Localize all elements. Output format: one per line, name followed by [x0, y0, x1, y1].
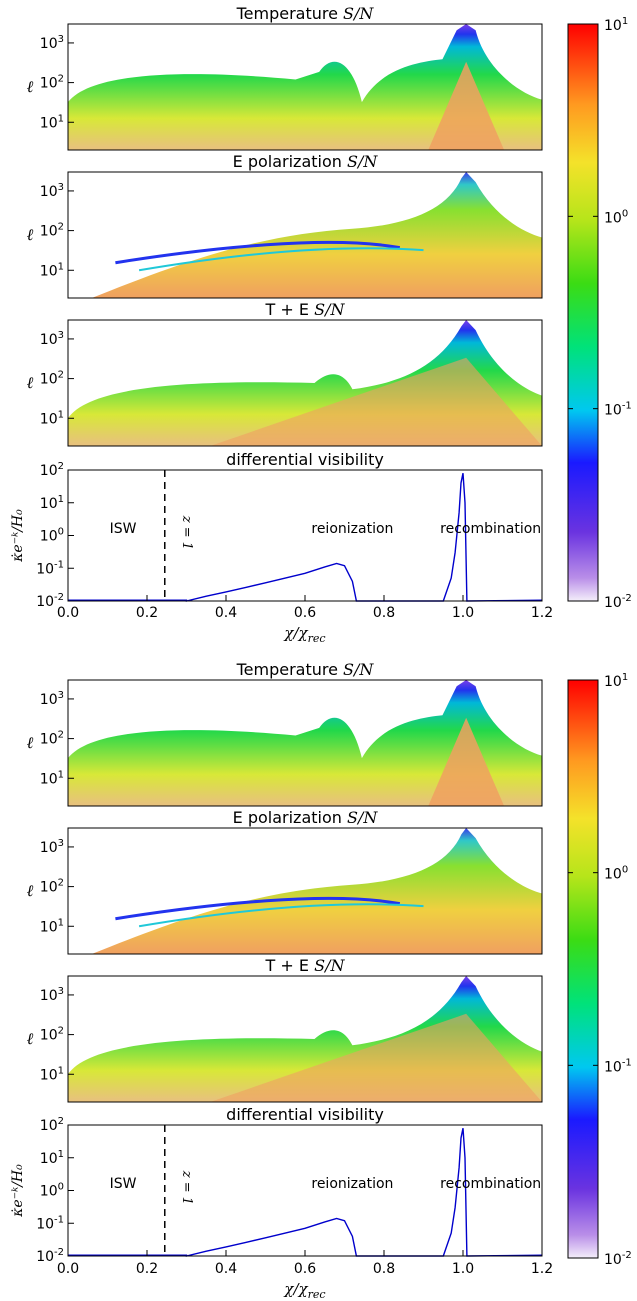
panel-frame [67, 1124, 543, 1257]
ytick-label: 101 [40, 494, 64, 512]
colorbar-tick-label: 100 [604, 865, 628, 883]
xtick-label: 1.2 [531, 1261, 553, 1277]
ytick-label: 101 [40, 1149, 64, 1167]
ytick-label: 10-2 [36, 592, 64, 610]
heatmap-panel-2: E polarization S/N 101 102 103 ℓ [27, 808, 543, 955]
ytick-label: 103 [40, 34, 64, 52]
ylabel: ℓ [27, 881, 34, 900]
colorbar-tick-label: 10-1 [604, 401, 632, 419]
annotation-recombination: recombination [440, 1176, 541, 1192]
panel-title: differential visibility [226, 1105, 384, 1124]
colorbar-tick-label: 10-1 [604, 1057, 632, 1075]
panel-title: differential visibility [226, 450, 384, 469]
ytick-label: 103 [40, 690, 64, 708]
annotation-reionization: reionization [311, 521, 393, 537]
ytick-label: 100 [40, 527, 64, 545]
panel-title: T + E S/N [265, 300, 346, 319]
panel-title: E polarization S/N [233, 152, 379, 171]
ytick-label: 101 [40, 769, 64, 787]
heatmap-panel-2: E polarization S/N 101 102 103 ℓ [27, 152, 543, 299]
visibility-curve [68, 473, 543, 602]
ylabel: ℓ [27, 77, 34, 96]
xtick-label: 0.6 [294, 1261, 316, 1277]
annotation-recombination: recombination [440, 521, 541, 537]
xtick-label: 0.0 [57, 1261, 79, 1277]
heatmap-panel-3: T + E S/N 101 102 103 ℓ [27, 300, 543, 447]
visibility-panel-4: differential visibility 10-2 10-1 100 101 102… [10, 450, 553, 645]
ytick-label: 101 [40, 917, 64, 935]
ytick-label: 103 [40, 330, 64, 348]
xtick-label: 0.2 [136, 605, 158, 621]
ytick-label: 103 [40, 182, 64, 200]
colorbar-tick-label: 10-2 [604, 593, 632, 611]
panel-frame [67, 975, 543, 1103]
ytick-label: 102 [40, 222, 64, 240]
panel-frame [67, 171, 543, 299]
ylabel: ℓ [27, 373, 34, 392]
annotation-isw: ISW [110, 1176, 137, 1192]
ytick-label: 102 [40, 461, 64, 479]
xtick-label: 0.2 [136, 1261, 158, 1277]
ylabel: κ̇e⁻ᵏ/H₀ [10, 509, 26, 563]
ytick-label: 102 [40, 878, 64, 896]
ytick-label: 101 [40, 1065, 64, 1083]
colorbar: 101 100 10-1 10-2 [567, 16, 632, 611]
panel-frame [67, 679, 543, 807]
ylabel: ℓ [27, 225, 34, 244]
xtick-label: 0.6 [294, 605, 316, 621]
ytick-label: 102 [40, 370, 64, 388]
panel-frame [67, 23, 543, 151]
ytick-label: 101 [40, 261, 64, 279]
heatmap-panel-1: Temperature S/N 101 102 103 ℓ [27, 4, 543, 151]
ytick-label: 100 [40, 1182, 64, 1200]
panel-frame [67, 319, 543, 447]
annotation-isw: ISW [110, 521, 137, 537]
annotation-z1: z = 1 [179, 515, 194, 550]
panel-title: Temperature S/N [236, 660, 375, 679]
ytick-label: 102 [40, 1026, 64, 1044]
ytick-label: 10-1 [36, 559, 64, 577]
xtick-label: 1.0 [452, 605, 474, 621]
xlabel: χ/χrec [283, 1280, 325, 1301]
annotation-z1: z = 1 [179, 1170, 194, 1205]
visibility-panel-4: differential visibility 10-2 10-1 100 101 102… [10, 1105, 553, 1301]
colorbar-tick-label: 10-2 [604, 1250, 632, 1268]
xtick-label: 0.4 [215, 1261, 237, 1277]
ytick-label: 103 [40, 986, 64, 1004]
visibility-curve [68, 1128, 543, 1257]
ytick-label: 103 [40, 838, 64, 856]
ytick-label: 101 [40, 409, 64, 427]
ytick-label: 10-2 [36, 1247, 64, 1265]
xtick-label: 1.0 [452, 1261, 474, 1277]
annotation-reionization: reionization [311, 1176, 393, 1192]
colorbar: 101 100 10-1 10-2 [567, 672, 632, 1268]
panel-title: E polarization S/N [233, 808, 379, 827]
colorbar-tick-label: 101 [604, 16, 628, 34]
xtick-label: 0.0 [57, 605, 79, 621]
colorbar-tick-label: 100 [604, 208, 628, 226]
xtick-label: 0.4 [215, 605, 237, 621]
ytick-label: 102 [40, 730, 64, 748]
ylabel: ℓ [27, 733, 34, 752]
ylabel: κ̇e⁻ᵏ/H₀ [10, 1164, 26, 1218]
heatmap-panel-1: Temperature S/N 101 102 103 ℓ [27, 660, 543, 807]
panel-title: Temperature S/N [236, 4, 375, 23]
xtick-label: 0.8 [373, 1261, 395, 1277]
xtick-label: 1.2 [531, 605, 553, 621]
xlabel: χ/χrec [283, 624, 325, 645]
panel-title: T + E S/N [265, 956, 346, 975]
ytick-label: 101 [40, 113, 64, 131]
heatmap-panel-3: T + E S/N 101 102 103 ℓ [27, 956, 543, 1103]
ytick-label: 10-1 [36, 1214, 64, 1232]
colorbar-tick-label: 101 [604, 672, 628, 690]
xtick-label: 0.8 [373, 605, 395, 621]
ylabel: ℓ [27, 1029, 34, 1048]
panel-frame [67, 827, 543, 955]
ytick-label: 102 [40, 1116, 64, 1134]
ytick-label: 102 [40, 74, 64, 92]
panel-frame [67, 469, 543, 602]
